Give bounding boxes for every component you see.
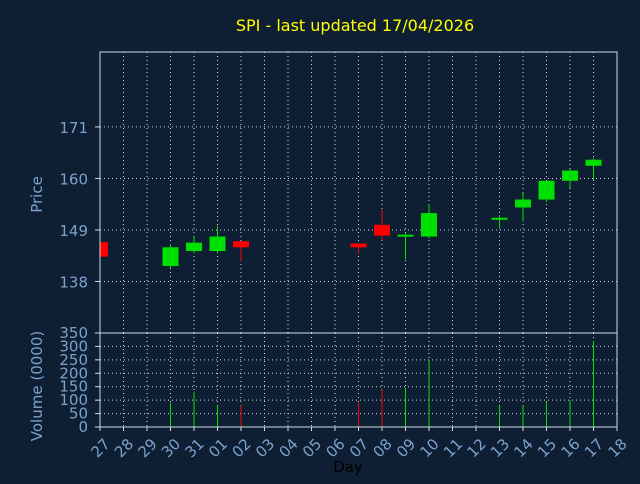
price-tick-label: 160: [59, 170, 88, 188]
candle-body: [186, 242, 202, 252]
x-tick-label: 27: [88, 435, 114, 461]
volume-tick-label: 0: [78, 418, 88, 436]
x-tick-label: 05: [299, 435, 325, 461]
x-tick-label: 11: [440, 435, 466, 461]
x-tick-label: 04: [276, 435, 302, 461]
x-tick-label: 13: [487, 435, 513, 461]
volume-tick-label: 50: [69, 405, 88, 423]
price-axis-title: Price: [28, 176, 46, 213]
volume-tick-label: 150: [59, 378, 88, 396]
x-tick-label: 12: [464, 435, 490, 461]
chart-title: SPI - last updated 17/04/2026: [236, 16, 474, 35]
x-tick-label: 08: [370, 435, 396, 461]
candle-body: [350, 243, 367, 248]
candle-body: [397, 234, 414, 237]
volume-tick-label: 250: [59, 351, 88, 369]
x-tick-label: 09: [393, 435, 419, 461]
x-tick-label: 02: [229, 435, 255, 461]
x-tick-label: 03: [252, 435, 278, 461]
volume-tick-label: 350: [59, 324, 88, 342]
price-tick-label: 138: [59, 273, 88, 291]
candle-body: [233, 241, 249, 248]
x-tick-label: 14: [511, 435, 537, 461]
price-tick-label: 149: [59, 222, 88, 240]
x-tick-label: 01: [205, 435, 231, 461]
candle-body: [209, 236, 226, 252]
x-tick-label: 31: [182, 435, 208, 461]
x-tick-label: 10: [417, 435, 443, 461]
x-tick-label: 17: [581, 435, 607, 461]
volume-tick-label: 200: [59, 364, 88, 382]
x-axis-title: Day: [333, 458, 363, 476]
candle-body: [374, 224, 390, 236]
candle-body: [585, 159, 602, 166]
candle-body: [100, 242, 108, 257]
x-tick-label: 18: [605, 435, 631, 461]
x-tick-label: 16: [558, 435, 584, 461]
candle-body: [515, 199, 531, 208]
candle-body: [162, 247, 179, 267]
candle-body: [562, 170, 578, 181]
volume-tick-label: 100: [59, 391, 88, 409]
volume-axis-title: Volume (0000): [28, 331, 46, 441]
volume-panel-frame: [99, 332, 618, 428]
volume-tick-label: 300: [59, 337, 88, 355]
x-tick-label: 15: [534, 435, 560, 461]
x-tick-label: 30: [158, 435, 184, 461]
x-tick-label: 28: [111, 435, 137, 461]
candle-body: [491, 217, 508, 220]
candle-body: [538, 180, 555, 200]
price-tick-label: 171: [59, 119, 88, 137]
x-tick-label: 29: [135, 435, 161, 461]
candle-body: [421, 213, 437, 237]
